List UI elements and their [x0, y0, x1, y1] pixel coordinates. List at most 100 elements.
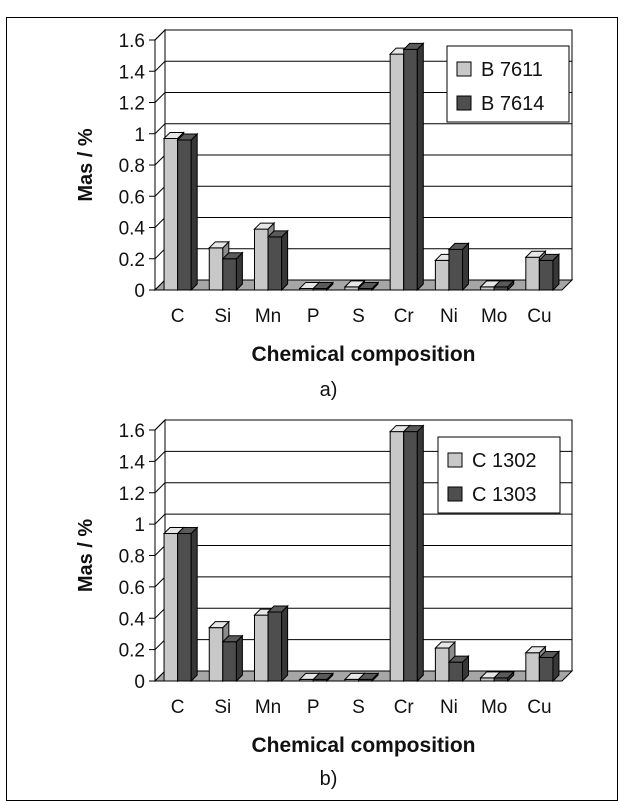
x-tick-label: C: [171, 697, 185, 718]
bar-side-si-2: [235, 634, 243, 683]
gridline: [154, 123, 572, 135]
x-tick-label: S: [352, 306, 365, 327]
x-tick-label: Cu: [527, 306, 551, 327]
bar-group: [162, 42, 561, 292]
bar-side-ni-2: [462, 242, 470, 292]
y-tick-label: 0.2: [119, 641, 145, 662]
y-tick-label: 1.4: [119, 452, 146, 473]
legend-swatch: [456, 61, 472, 77]
y-tick-label: 1: [134, 515, 145, 536]
y-tick-label: 0.6: [119, 187, 145, 208]
gridline: [154, 29, 572, 41]
bar-top-cr-2: [402, 425, 425, 433]
bar-top-si-2: [221, 635, 244, 643]
bar-mn-2: [267, 236, 283, 291]
y-tick-label: 0.4: [119, 609, 146, 630]
x-tick-label: Mn: [255, 697, 281, 718]
panel-caption: a): [320, 379, 338, 401]
bar-ni-2: [448, 248, 464, 291]
x-tick-label: Mn: [255, 306, 281, 327]
y-tick-label: 1.2: [119, 94, 145, 115]
legend: C 1302 C 1303: [437, 436, 561, 514]
bar-top-cu-1: [524, 250, 547, 258]
legend-label: C 1302: [472, 450, 537, 472]
bar-mn-1: [253, 614, 269, 682]
bar-top-cu-2: [538, 650, 561, 658]
bar-top-c-2: [176, 133, 199, 141]
bar-top-ni-1: [434, 641, 457, 649]
bar-cu-2: [538, 259, 554, 291]
bar-c-2: [177, 533, 192, 682]
bar-cu-1: [525, 256, 540, 291]
y-tick-label: 0.8: [119, 156, 145, 177]
bar-cr-2: [403, 48, 418, 291]
gridline: [154, 513, 572, 525]
x-axis-title: Chemical composition: [251, 343, 475, 366]
bar-top-si-1: [208, 621, 231, 629]
bar-c-2: [177, 139, 192, 291]
bar-top-mn-1: [253, 222, 276, 230]
y-tick-label: 0: [134, 672, 145, 693]
x-tick-label: Cu: [527, 697, 551, 718]
y-tick-label: 0.2: [119, 250, 145, 271]
bar-mn-2: [267, 611, 283, 682]
bar-top-ni-2: [447, 242, 470, 250]
bar-cu-2: [538, 656, 554, 682]
y-axis-title: Mas / %: [75, 519, 97, 593]
y-axis-title: Mas / %: [75, 128, 97, 202]
bar-top-c-1: [162, 131, 185, 139]
bar-cr-2: [403, 431, 418, 682]
y-tick-label: 1.2: [119, 484, 145, 505]
legend-label: B 7611: [481, 59, 543, 81]
bar-top-mo-2: [492, 671, 515, 679]
bar-side-c-2: [190, 526, 198, 683]
chart-panel-b: 0 0.2 0.4 0.6 0.8 1 1.2 1.4 1.6 C Si Mn P S Cr Ni Mo Cu C …: [75, 418, 574, 790]
bar-group: [162, 424, 561, 683]
bar-top-s-1: [343, 280, 366, 288]
bar-top-mn-2: [266, 230, 289, 238]
y-tick-label: 0.8: [119, 547, 145, 568]
legend-label: B 7614: [481, 93, 544, 115]
bar-cr-1: [389, 53, 405, 291]
bar-si-1: [208, 247, 224, 291]
bar-top-ni-2: [447, 655, 470, 663]
bar-side-c-2: [190, 132, 198, 292]
bar-top-p-2: [312, 672, 335, 680]
x-tick-label: S: [352, 697, 365, 718]
legend-swatch: [447, 486, 463, 502]
bar-ni-1: [434, 259, 450, 291]
gridline: [154, 60, 572, 72]
bar-top-si-2: [221, 252, 244, 260]
bar-mn-1: [253, 228, 269, 291]
x-tick-label: P: [307, 306, 320, 327]
bar-side-cr-2: [416, 424, 424, 683]
bar-top-c-2: [176, 527, 199, 535]
x-tick-label: Mo: [481, 697, 507, 718]
x-tick-label: Si: [214, 306, 231, 327]
bar-ni-2: [448, 661, 464, 682]
bar-top-si-1: [208, 241, 231, 249]
bar-si-1: [208, 627, 224, 682]
bar-top-mo-2: [492, 280, 515, 288]
y-tick-label: 0: [134, 281, 145, 302]
y-tick-label: 0.4: [119, 219, 146, 240]
bar-cu-1: [525, 652, 540, 682]
x-tick-label: C: [171, 306, 185, 327]
gridline: [154, 92, 572, 103]
x-tick-label: Ni: [440, 697, 458, 718]
gridline: [154, 450, 572, 462]
x-tick-label: Cr: [394, 697, 415, 718]
legend-swatch: [456, 95, 472, 111]
bar-top-s-2: [357, 281, 380, 289]
bar-cr-1: [389, 431, 405, 682]
bar-top-cu-2: [538, 253, 561, 261]
y-tick-label: 1: [134, 125, 145, 146]
bar-c-1: [163, 137, 179, 291]
bar-c-1: [163, 533, 179, 682]
legend: B 7611 B 7614: [446, 45, 570, 123]
legend-swatch: [447, 452, 463, 468]
bar-side-mn-2: [281, 604, 289, 683]
bar-top-cr-2: [402, 42, 425, 50]
x-tick-label: Si: [214, 697, 231, 718]
